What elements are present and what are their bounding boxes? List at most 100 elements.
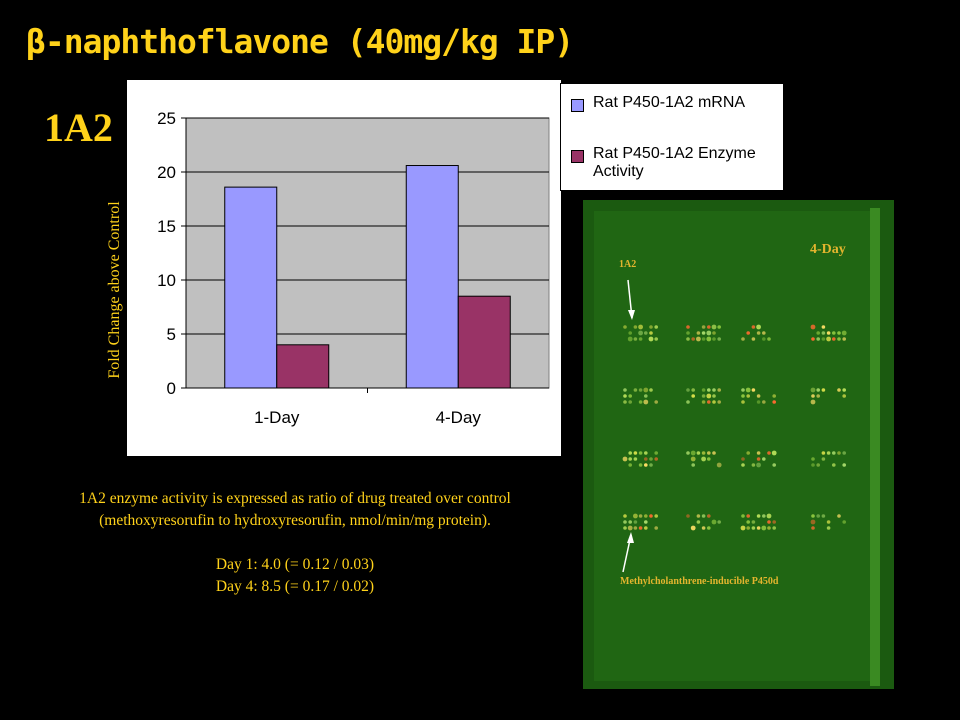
x-tick-label: 4-Day	[436, 408, 482, 427]
array-spot	[837, 331, 841, 335]
array-spot	[772, 526, 776, 530]
array-spot	[746, 526, 750, 530]
notes-block: 1A2 enzyme activity is expressed as rati…	[20, 488, 570, 598]
array-spot	[842, 394, 846, 398]
array-spot	[622, 456, 628, 462]
array-spot	[842, 388, 846, 392]
y-tick-label: 5	[167, 325, 176, 344]
bar-enzyme-1-day	[276, 344, 330, 389]
array-spot	[761, 525, 767, 531]
array-spot	[772, 400, 776, 404]
array-spot	[771, 450, 777, 456]
arrow-label-1a2: 1A2	[619, 259, 637, 270]
array-spot	[712, 388, 716, 392]
array-spot	[740, 525, 746, 531]
array-spot	[762, 331, 766, 335]
note-day-4: Day 4: 8.5 (= 0.17 / 0.02)	[215, 578, 375, 595]
legend-swatch-enzyme	[571, 150, 584, 163]
array-spot	[837, 388, 841, 392]
array-spot	[821, 451, 826, 455]
array-spot	[690, 456, 696, 462]
array-spot	[762, 337, 766, 341]
array-spot	[746, 451, 750, 455]
array-spot	[707, 400, 711, 404]
array-spot	[707, 325, 711, 329]
array-spot	[811, 457, 815, 461]
array-spot	[623, 520, 627, 524]
array-spot	[633, 526, 638, 530]
array-spot	[701, 514, 706, 518]
array-spot	[746, 514, 750, 518]
array-spot	[633, 388, 638, 392]
day-label: 4-Day	[810, 242, 846, 257]
y-tick-label: 15	[157, 217, 176, 236]
bar-mrna-1-day	[224, 186, 278, 389]
array-spot	[810, 399, 816, 405]
array-spot	[701, 388, 706, 392]
array-spot	[628, 451, 632, 455]
array-spot	[842, 463, 846, 467]
array-spot	[842, 520, 846, 524]
legend-item-enzyme: Rat P450-1A2 Enzyme Activity	[571, 145, 776, 181]
arrow-label-p450d: Methylcholanthrene-inducible P450d	[620, 576, 779, 587]
array-spot	[756, 514, 761, 518]
array-spot	[745, 387, 751, 393]
array-spot	[633, 513, 638, 519]
array-spot	[686, 331, 690, 335]
y-tick-label: 10	[157, 271, 176, 290]
array-spot	[706, 330, 712, 336]
array-spot	[741, 337, 745, 341]
array-spot	[649, 457, 653, 461]
array-spot	[691, 394, 695, 398]
microarray-image: 4-Day 1A2 Methylcholanthrene-inducible P…	[583, 200, 894, 689]
array-spot	[706, 336, 712, 342]
array-spot	[628, 331, 632, 335]
array-spot	[638, 330, 643, 336]
array-spot	[766, 513, 772, 519]
array-spot	[741, 514, 745, 518]
array-spot	[826, 336, 831, 342]
array-spot	[751, 463, 756, 467]
note-line-1: 1A2 enzyme activity is expressed as rati…	[79, 490, 511, 507]
array-spot	[633, 325, 638, 329]
note-line-2: (methoxyresorufin to hydroxyresorufin, n…	[99, 512, 491, 529]
array-spot	[628, 520, 632, 524]
array-spot	[686, 514, 690, 518]
array-spot	[690, 525, 696, 531]
array-spot	[633, 337, 638, 341]
array-spot	[649, 331, 653, 335]
legend-label-enzyme: Rat P450-1A2 Enzyme Activity	[593, 145, 756, 180]
array-spot	[756, 331, 761, 335]
array-spot	[816, 388, 820, 392]
array-spot	[826, 331, 831, 335]
y-axis-label: Fold Change above Control	[106, 201, 123, 379]
array-spot	[756, 462, 761, 468]
array-spot	[772, 520, 776, 524]
note-spacer	[20, 532, 570, 554]
array-spot	[821, 388, 826, 392]
array-spot	[638, 400, 643, 404]
array-spot	[691, 337, 695, 341]
array-spot	[816, 331, 820, 335]
array-spot	[811, 514, 815, 518]
array-spot	[654, 337, 658, 341]
array-spot	[716, 462, 722, 468]
array-spot	[644, 514, 648, 518]
array-spot	[811, 463, 815, 467]
array-spot	[649, 325, 653, 329]
array-spot	[821, 457, 826, 461]
array-spot	[772, 394, 776, 398]
array-spot	[701, 337, 706, 341]
array-spot	[712, 331, 716, 335]
array-spot	[701, 526, 706, 530]
array-spot	[837, 451, 841, 455]
bar-enzyme-4-day	[457, 295, 511, 389]
array-spot	[638, 451, 643, 455]
array-spot	[841, 330, 847, 336]
array-spot	[643, 387, 649, 393]
array-spot	[816, 394, 820, 398]
array-spot	[707, 457, 711, 461]
chart-legend: Rat P450-1A2 mRNA Rat P450-1A2 Enzyme Ac…	[560, 83, 784, 191]
array-spot	[686, 337, 690, 341]
array-spot	[842, 337, 846, 341]
